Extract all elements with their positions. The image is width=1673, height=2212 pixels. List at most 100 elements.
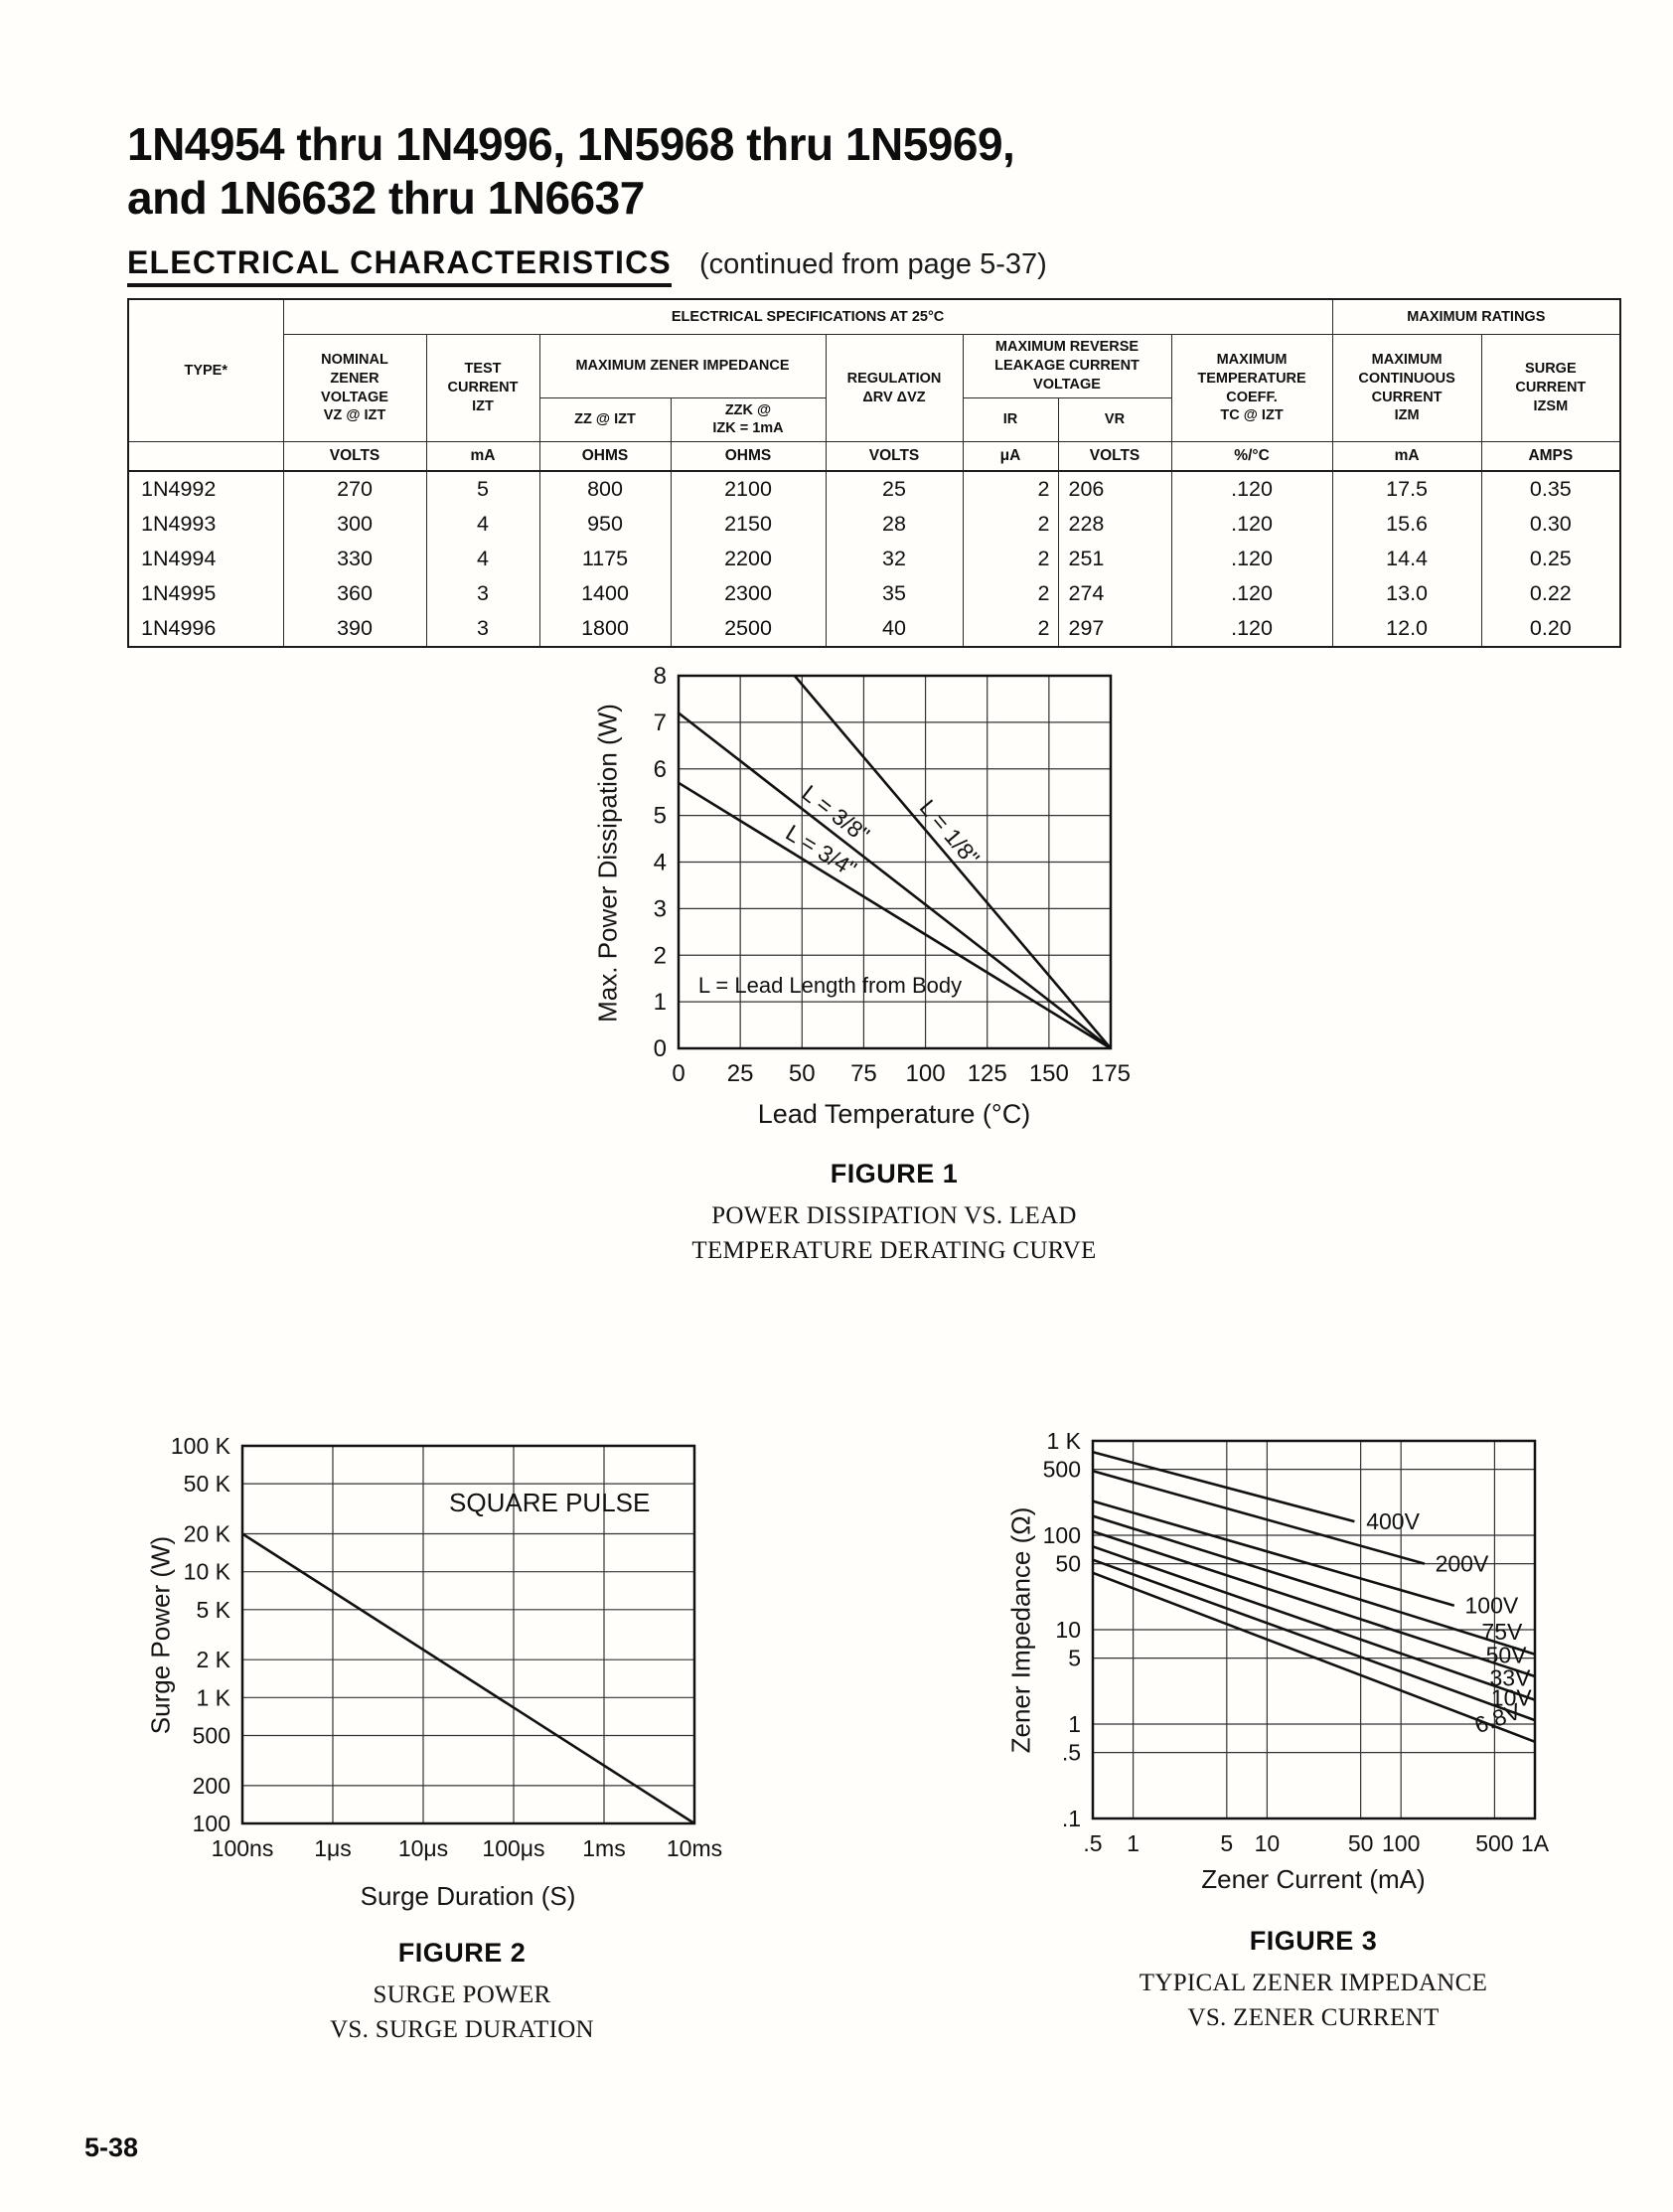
svg-text:500: 500: [1475, 1830, 1513, 1856]
svg-text:3: 3: [654, 895, 667, 922]
svg-text:33V: 33V: [1490, 1664, 1532, 1690]
svg-text:100: 100: [193, 1811, 230, 1836]
svg-text:L = Lead Length from Body: L = Lead Length from Body: [698, 973, 962, 998]
figure1-caption-line1: POWER DISSIPATION VS. LEAD: [711, 1202, 1077, 1229]
value-cell: 35: [825, 576, 964, 612]
figure3-y-axis-label: Zener Impedance (Ω): [1005, 1506, 1036, 1754]
svg-text:500: 500: [193, 1722, 230, 1748]
figure1-caption-line2: TEMPERATURE DERATING CURVE: [691, 1237, 1097, 1264]
col-header-vr: VR: [1057, 396, 1172, 443]
value-cell: 3: [425, 576, 540, 612]
value-cell: 0.22: [1480, 576, 1621, 612]
svg-text:50V: 50V: [1486, 1642, 1528, 1667]
unit-ua: μA: [962, 441, 1059, 473]
svg-text:200V: 200V: [1436, 1551, 1489, 1577]
value-cell: 2: [962, 471, 1059, 508]
value-cell: 5: [425, 471, 540, 508]
value-cell: 1400: [538, 576, 672, 612]
value-cell: 251: [1057, 542, 1172, 577]
unit-type: [127, 441, 284, 473]
svg-text:400V: 400V: [1366, 1508, 1420, 1534]
col-header-test-current: TEST CURRENT IZT: [425, 333, 540, 443]
svg-text:5 K: 5 K: [196, 1597, 230, 1623]
value-cell: .120: [1170, 507, 1333, 543]
value-cell: 2200: [670, 542, 827, 577]
value-cell: 360: [282, 576, 427, 612]
figure2-caption-line1: SURGE POWER: [373, 1981, 551, 2008]
value-cell: .120: [1170, 611, 1333, 648]
value-cell: 40: [825, 611, 964, 648]
doc-title: 1N4954 thru 1N4996, 1N5968 thru 1N5969, …: [127, 117, 1015, 226]
svg-text:75: 75: [850, 1060, 877, 1087]
value-cell: 28: [825, 507, 964, 543]
value-cell: 2150: [670, 507, 827, 543]
svg-text:100: 100: [1043, 1522, 1081, 1548]
svg-text:100: 100: [1382, 1830, 1420, 1856]
svg-text:6: 6: [654, 756, 667, 783]
figure3-caption-line2: VS. ZENER CURRENT: [1187, 2004, 1440, 2031]
value-cell: 2500: [670, 611, 827, 648]
svg-text:50: 50: [1055, 1551, 1081, 1577]
svg-text:100 K: 100 K: [171, 1433, 231, 1459]
svg-text:100: 100: [906, 1060, 946, 1087]
value-cell: 2: [962, 507, 1059, 543]
svg-text:100ns: 100ns: [212, 1835, 274, 1861]
group-header-reverse-leakage: MAXIMUM REVERSE LEAKAGE CURRENT VOLTAGE: [962, 334, 1172, 398]
table-row: 1N4994 330 4 1175 2200 32 2 251.120 14.4 0.25: [127, 542, 1621, 577]
svg-text:10μs: 10μs: [398, 1835, 448, 1861]
figure2-caption: FIGURE 2 SURGE POWER VS. SURGE DURATION: [164, 1938, 760, 2047]
figure3-caption-line1: TYPICAL ZENER IMPEDANCE: [1139, 1970, 1488, 1996]
type-cell: 1N4996: [127, 611, 284, 648]
value-cell: 15.6: [1331, 507, 1482, 543]
table-row: 1N4992 270 5 800 2100 25 2 206.120 17.5 0.35: [127, 471, 1621, 508]
col-header-surge-current: SURGE CURRENT IZSM: [1480, 333, 1621, 443]
type-cell: 1N4995: [127, 576, 284, 612]
figure2-x-axis-label: Surge Duration (S): [360, 1881, 576, 1911]
doc-title-line2: and 1N6632 thru 1N6637: [127, 172, 645, 225]
unit-amps: AMPS: [1480, 441, 1621, 473]
figure3-x-axis-label: Zener Current (mA): [1201, 1864, 1426, 1894]
svg-text:10V: 10V: [1491, 1685, 1533, 1711]
value-cell: 25: [825, 471, 964, 508]
electrical-specs-table: TYPE* ELECTRICAL SPECIFICATIONS AT 25°C …: [127, 298, 1622, 649]
svg-text:1: 1: [1068, 1711, 1081, 1737]
value-cell: .120: [1170, 471, 1333, 508]
svg-text:1 K: 1 K: [196, 1684, 230, 1710]
svg-text:.1: .1: [1062, 1806, 1081, 1831]
svg-text:4: 4: [654, 850, 667, 876]
page-number: 5-38: [84, 2133, 139, 2162]
svg-text:100μs: 100μs: [482, 1835, 544, 1861]
unit-ohms-zz: OHMS: [538, 441, 672, 473]
value-cell: 228: [1057, 507, 1172, 543]
col-header-regulation: REGULATION ΔRV ΔVZ: [825, 333, 964, 443]
value-cell: 800: [538, 471, 672, 508]
svg-text:7: 7: [654, 710, 667, 736]
value-cell: 300: [282, 507, 427, 543]
value-cell: 2100: [670, 471, 827, 508]
svg-text:500: 500: [1043, 1457, 1081, 1483]
figure1-label: FIGURE 1: [830, 1159, 959, 1188]
value-cell: 2: [962, 611, 1059, 648]
value-cell: 3: [425, 611, 540, 648]
value-cell: 2: [962, 542, 1059, 577]
svg-text:SQUARE PULSE: SQUARE PULSE: [449, 1488, 650, 1517]
svg-text:5: 5: [654, 803, 667, 830]
svg-text:1ms: 1ms: [582, 1835, 625, 1861]
svg-text:100V: 100V: [1465, 1593, 1519, 1619]
unit-percent-c: %/°C: [1170, 441, 1333, 473]
figure2-y-axis-label: Surge Power (W): [145, 1535, 176, 1735]
svg-text:10: 10: [1055, 1617, 1081, 1643]
value-cell: 0.25: [1480, 542, 1621, 577]
svg-text:10 K: 10 K: [184, 1559, 231, 1585]
svg-text:175: 175: [1091, 1060, 1131, 1087]
group-header-ratings: MAXIMUM RATINGS: [1331, 298, 1621, 335]
value-cell: 950: [538, 507, 672, 543]
group-header-zener-impedance: MAXIMUM ZENER IMPEDANCE: [538, 334, 827, 398]
type-cell: 1N4994: [127, 542, 284, 577]
value-cell: 0.20: [1480, 611, 1621, 648]
svg-text:200: 200: [193, 1773, 230, 1799]
value-cell: .120: [1170, 542, 1333, 577]
value-cell: 1800: [538, 611, 672, 648]
